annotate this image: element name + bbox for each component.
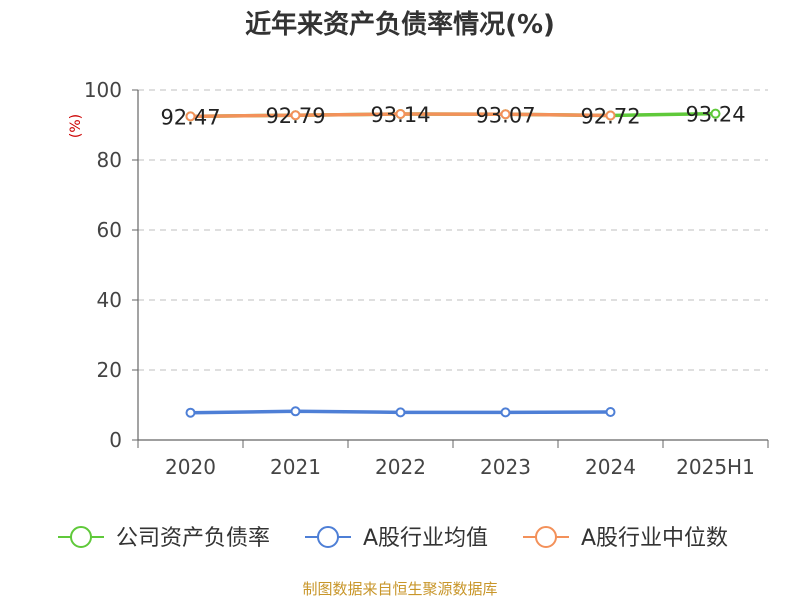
y-tick-label: 40 bbox=[97, 288, 122, 312]
legend-label: A股行业中位数 bbox=[581, 526, 728, 551]
data-point bbox=[500, 109, 511, 120]
x-tick-label: 2021 bbox=[270, 455, 321, 479]
x-tick-label: 2020 bbox=[165, 455, 216, 479]
x-tick-label: 2025H1 bbox=[676, 455, 755, 479]
x-tick-label: 2022 bbox=[375, 455, 426, 479]
data-point bbox=[185, 111, 196, 122]
source-note: 制图数据来自恒生聚源数据库 bbox=[302, 580, 498, 598]
y-tick-label: 20 bbox=[97, 358, 122, 382]
data-point bbox=[395, 407, 406, 418]
data-point bbox=[395, 109, 406, 120]
data-point bbox=[185, 407, 196, 418]
data-label: 93.07 bbox=[475, 103, 535, 127]
data-point bbox=[290, 110, 301, 121]
y-tick-label: 0 bbox=[109, 428, 122, 452]
data-label: 92.72 bbox=[580, 104, 640, 128]
data-label: 93.14 bbox=[370, 103, 430, 127]
x-tick-label: 2023 bbox=[480, 455, 531, 479]
x-tick-label: 2024 bbox=[585, 455, 636, 479]
y-tick-label: 60 bbox=[97, 218, 122, 242]
legend-marker bbox=[535, 526, 557, 548]
legend-label: 公司资产负债率 bbox=[116, 526, 270, 551]
y-axis-label: (%) bbox=[68, 114, 84, 138]
legend-marker bbox=[317, 526, 339, 548]
data-label: 92.79 bbox=[265, 104, 325, 128]
data-point bbox=[500, 407, 511, 418]
data-point bbox=[290, 406, 301, 417]
legend-label: A股行业均值 bbox=[363, 526, 488, 551]
data-point bbox=[710, 108, 721, 119]
data-point bbox=[605, 407, 616, 417]
legend-marker bbox=[70, 526, 92, 548]
chart-title: 近年来资产负债率情况(%) bbox=[245, 10, 555, 40]
data-label: 93.24 bbox=[685, 103, 745, 127]
y-tick-label: 100 bbox=[84, 78, 122, 102]
data-label: 92.47 bbox=[160, 105, 220, 129]
data-point bbox=[605, 110, 616, 121]
y-tick-label: 80 bbox=[97, 148, 122, 172]
